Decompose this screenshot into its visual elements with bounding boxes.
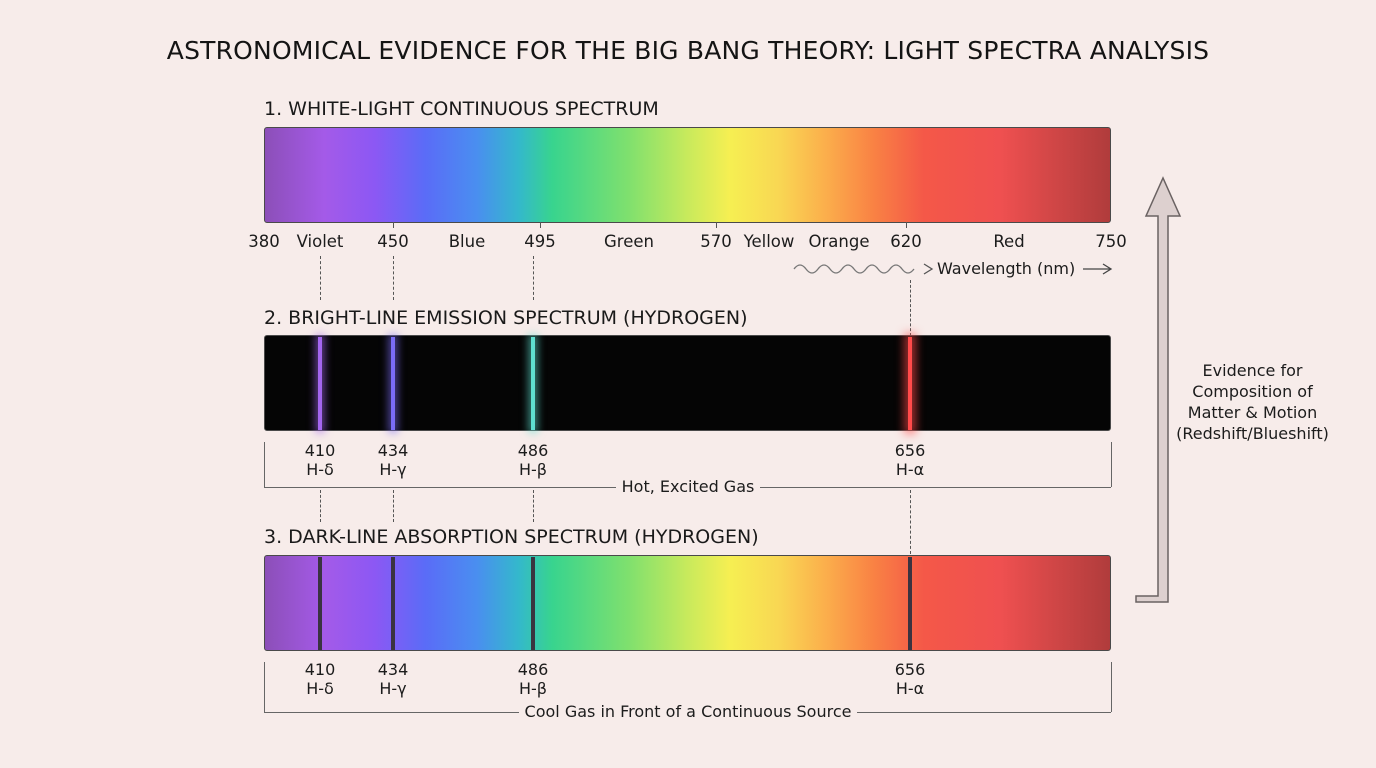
absorption-spectrum-title: 3. DARK-LINE ABSORPTION SPECTRUM (HYDROG… (264, 526, 759, 548)
emission-bracket-left (264, 442, 265, 487)
connector-656-lower (910, 490, 911, 554)
connector-486-lower (533, 490, 534, 522)
absorption-bracket-right (1111, 662, 1112, 712)
tick-495 (540, 222, 541, 228)
emission-line-h-beta (531, 337, 535, 430)
connector-656 (910, 280, 911, 336)
emission-label-656: 656 H-α (894, 441, 926, 479)
emission-caption: Hot, Excited Gas (0, 477, 1376, 496)
scale-label-violet: Violet (296, 232, 344, 251)
connector-486 (533, 256, 534, 300)
wavelength-axis-label: Wavelength (nm) (937, 259, 1076, 278)
absorption-bracket-left (264, 662, 265, 712)
scale-label-blue: Blue (448, 232, 486, 251)
absorption-label-410: 410 H-δ (304, 660, 336, 698)
evidence-arrow-icon (1135, 176, 1182, 603)
scale-label-green: Green (604, 232, 654, 251)
continuous-spectrum-title: 1. WHITE-LIGHT CONTINUOUS SPECTRUM (264, 98, 659, 120)
scale-label-570: 570 (700, 232, 732, 251)
scale-label-450: 450 (377, 232, 409, 251)
emission-line-h-alpha (908, 337, 912, 430)
absorption-line-h-delta (318, 557, 322, 650)
continuous-spectrum-bar (264, 127, 1111, 223)
emission-label-486: 486 H-β (517, 441, 549, 479)
emission-spectrum-title: 2. BRIGHT-LINE EMISSION SPECTRUM (HYDROG… (264, 307, 748, 329)
tick-620 (906, 222, 907, 228)
tick-450 (393, 222, 394, 228)
scale-label-380: 380 (248, 232, 280, 251)
wave-icon (793, 263, 934, 275)
absorption-label-656: 656 H-α (894, 660, 926, 698)
emission-line-h-gamma (391, 337, 395, 430)
scale-label-red: Red (993, 232, 1025, 251)
arrow-right-icon (1083, 263, 1113, 275)
absorption-line-h-alpha (908, 557, 912, 650)
absorption-label-486: 486 H-β (517, 660, 549, 698)
absorption-caption: Cool Gas in Front of a Continuous Source (0, 702, 1376, 721)
connector-410 (320, 256, 321, 300)
absorption-spectrum-bar (264, 555, 1111, 651)
scale-label-750: 750 (1095, 232, 1127, 251)
tick-570 (716, 222, 717, 228)
emission-label-434: 434 H-γ (377, 441, 409, 479)
page-title: ASTRONOMICAL EVIDENCE FOR THE BIG BANG T… (166, 36, 1210, 65)
scale-label-620: 620 (890, 232, 922, 251)
emission-line-h-delta (318, 337, 322, 430)
scale-label-orange: Orange (808, 232, 870, 251)
scale-label-yellow: Yellow (743, 232, 795, 251)
scale-label-495: 495 (524, 232, 556, 251)
evidence-note: Evidence for Composition of Matter & Mot… (1176, 361, 1329, 443)
connector-410-lower (320, 490, 321, 522)
absorption-line-h-gamma (391, 557, 395, 650)
connector-434-lower (393, 490, 394, 522)
emission-label-410: 410 H-δ (304, 441, 336, 479)
absorption-label-434: 434 H-γ (377, 660, 409, 698)
absorption-line-h-beta (531, 557, 535, 650)
connector-434 (393, 256, 394, 300)
emission-spectrum-bar (264, 335, 1111, 431)
emission-bracket-right (1111, 442, 1112, 487)
